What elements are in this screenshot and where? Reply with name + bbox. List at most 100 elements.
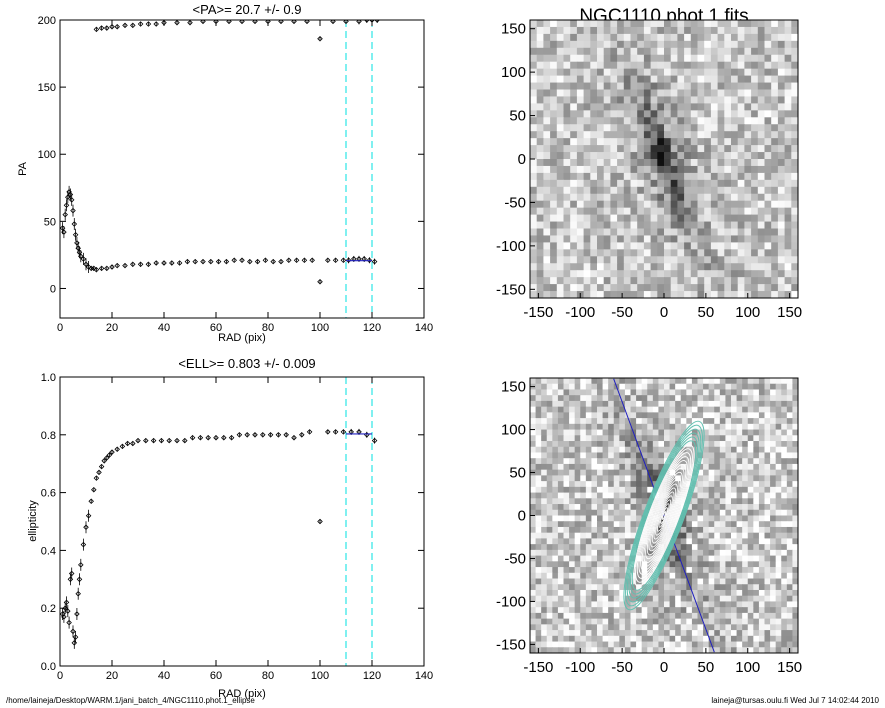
isophote-pixel bbox=[597, 601, 604, 608]
image-pixel bbox=[710, 117, 719, 125]
image-pixel bbox=[757, 68, 765, 77]
image-pixel bbox=[556, 138, 564, 146]
pa-ylabel: PA bbox=[17, 161, 29, 176]
isophote-pixel bbox=[557, 561, 564, 568]
isophote-pixel bbox=[703, 584, 710, 591]
pa-point bbox=[153, 21, 159, 27]
isophote-pixel bbox=[569, 595, 576, 602]
isophote-pixel bbox=[725, 538, 732, 545]
ell-point bbox=[70, 628, 76, 635]
image-pixel bbox=[543, 172, 551, 181]
image-pixel bbox=[643, 186, 652, 195]
isophote-pixel bbox=[753, 549, 760, 557]
isophote-pixel bbox=[613, 544, 620, 551]
image-pixel bbox=[597, 61, 605, 70]
isophote-pixel bbox=[758, 389, 765, 396]
isophote-pixel bbox=[742, 498, 749, 505]
isophote-pixel bbox=[719, 423, 726, 431]
image-pixel bbox=[724, 89, 732, 97]
image-pixel bbox=[610, 256, 618, 264]
image-pixel bbox=[657, 117, 665, 125]
image-pixel bbox=[697, 270, 705, 278]
isophote-pixel bbox=[563, 458, 570, 465]
isophote-pixel bbox=[697, 406, 704, 413]
image-pixel bbox=[697, 96, 705, 104]
isophote-pixel bbox=[630, 624, 637, 631]
isophote-pixel bbox=[613, 572, 620, 580]
isophote-pixel bbox=[658, 612, 665, 620]
image-pixel bbox=[597, 291, 605, 298]
isophote-ellipse bbox=[660, 507, 668, 524]
image-pixel bbox=[677, 110, 685, 118]
isophote-pixel bbox=[669, 389, 676, 396]
isophote-pixel bbox=[686, 544, 693, 551]
isophote-pixel bbox=[664, 578, 671, 585]
isophote-pixel bbox=[714, 544, 721, 551]
image-pixel bbox=[690, 20, 698, 28]
image-pixel bbox=[784, 47, 792, 56]
isophote-pixel bbox=[792, 400, 798, 408]
image-pixel bbox=[704, 33, 712, 42]
image-pixel bbox=[664, 96, 672, 104]
isophote-pixel bbox=[742, 521, 749, 528]
image-pixel bbox=[637, 263, 645, 271]
isophote-pixel bbox=[591, 635, 598, 643]
ell-xtick-label: 20 bbox=[106, 670, 118, 682]
image-pixel bbox=[771, 138, 779, 146]
image-pixel bbox=[530, 89, 538, 97]
isophote-pixel bbox=[652, 635, 659, 643]
pa-point bbox=[262, 257, 269, 264]
isophote-pixel bbox=[708, 601, 715, 608]
image-pixel bbox=[777, 152, 786, 160]
isophote-pixel bbox=[775, 389, 782, 396]
isophote-pixel bbox=[669, 584, 676, 591]
pa-xtick-label: 120 bbox=[363, 322, 381, 334]
isophote-pixel bbox=[541, 532, 548, 539]
image-pixel bbox=[757, 61, 765, 70]
isophote-pixel bbox=[675, 532, 682, 539]
image-pixel bbox=[630, 145, 638, 153]
image-pixel bbox=[737, 172, 745, 181]
isophote-pixel bbox=[585, 572, 592, 580]
isophote-pixel bbox=[630, 515, 637, 522]
isophote-pixel bbox=[630, 475, 637, 482]
isophote-pixel bbox=[563, 630, 570, 637]
isophote-pixel bbox=[697, 549, 704, 557]
image-pixel bbox=[710, 284, 719, 292]
isophote-pixel bbox=[792, 389, 798, 396]
image-pixel bbox=[717, 172, 725, 181]
image-pixel bbox=[704, 103, 712, 111]
isophote-pixel bbox=[636, 624, 643, 631]
image-pixel bbox=[550, 228, 558, 236]
image-pixel bbox=[556, 291, 564, 298]
image-pixel bbox=[757, 179, 765, 188]
isophote-pixel bbox=[664, 406, 671, 413]
isophote-pixel bbox=[680, 595, 687, 602]
isophote-pixel bbox=[541, 446, 548, 453]
isophote-pixel bbox=[703, 400, 710, 408]
image-pixel bbox=[704, 207, 712, 216]
image-pixel bbox=[570, 89, 578, 97]
isophote-pixel bbox=[630, 618, 637, 625]
isophote-pixel bbox=[574, 526, 581, 534]
isophote-pixel bbox=[630, 469, 637, 476]
image-pixel bbox=[536, 270, 544, 278]
isophote-pixel bbox=[574, 584, 581, 591]
isophote-pixel bbox=[541, 595, 548, 602]
isophote-pixel bbox=[703, 418, 710, 425]
image-pixel bbox=[610, 68, 618, 77]
isophote-pixel bbox=[624, 446, 631, 453]
isophote-pixel bbox=[742, 458, 749, 465]
image-pixel bbox=[784, 214, 792, 223]
image-pixel bbox=[643, 68, 652, 77]
isophote-pixel bbox=[664, 504, 671, 511]
isophote-pixel bbox=[591, 423, 598, 431]
image-pixel bbox=[610, 277, 618, 285]
image-pixel bbox=[710, 33, 719, 42]
isophote-pixel bbox=[703, 561, 710, 568]
image-pixel bbox=[556, 214, 564, 223]
isophote-pixel bbox=[658, 418, 665, 425]
isophote-pixel bbox=[552, 498, 559, 505]
image-pixel bbox=[556, 179, 564, 188]
image-pixel bbox=[771, 291, 779, 298]
